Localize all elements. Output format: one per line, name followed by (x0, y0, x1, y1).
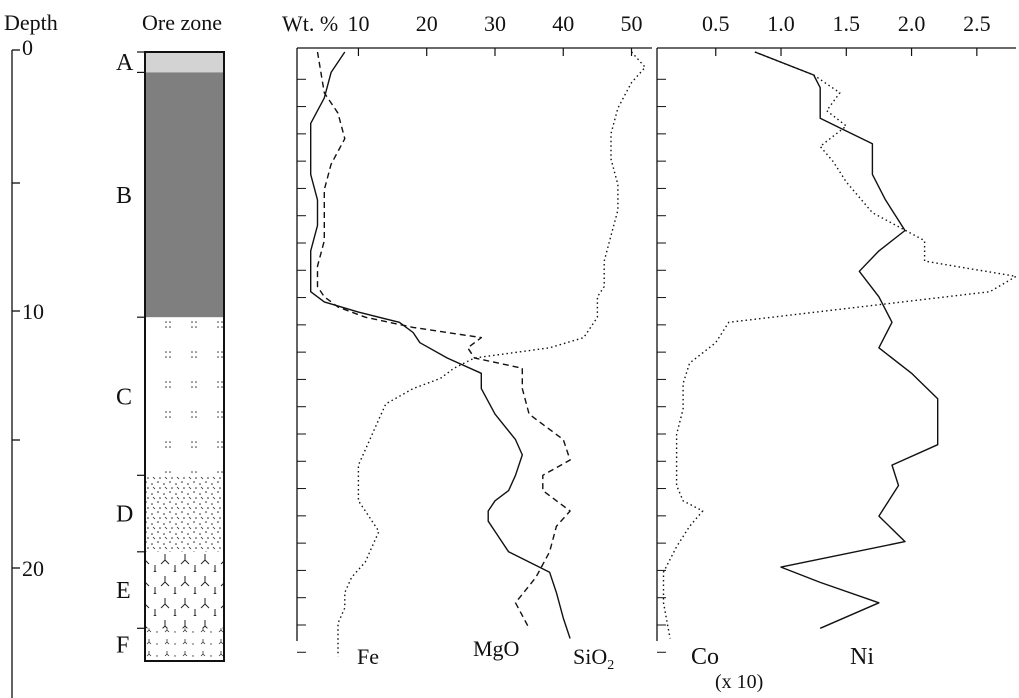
series-line-mgo (316, 51, 571, 629)
zone-e (145, 551, 224, 629)
depth-tick-20: 20 (22, 556, 44, 581)
ore-zone-title: Ore zone (142, 10, 222, 35)
zone-label-a: A (116, 50, 134, 76)
co-ni-x-ticks: 0.5 1.0 1.5 2.0 2.5 (702, 11, 991, 56)
depth-tick-10: 10 (22, 299, 44, 324)
label-co: Co (691, 644, 719, 670)
zone-label-b: B (116, 183, 132, 209)
depth-axis-title: Depth (4, 10, 58, 35)
x-tick-label: 1.0 (767, 11, 795, 36)
x-tick-label: 2.0 (898, 11, 926, 36)
x-tick-label: 10 (347, 11, 369, 36)
series-line-fe (337, 51, 646, 657)
zone-d (145, 475, 224, 552)
label-sio2-main: SiO (573, 644, 607, 669)
wt-percent-x-ticks: 10 20 30 40 50 (347, 11, 643, 56)
ore-zone-column (145, 52, 224, 661)
label-sio2: SiO2 (573, 644, 614, 673)
label-fe: Fe (357, 644, 379, 669)
wt-percent-series (310, 51, 646, 657)
zone-b (145, 72, 224, 318)
x-tick-label: 30 (484, 11, 506, 36)
label-mgo: MgO (473, 636, 519, 661)
wt-percent-y-ticks (297, 78, 306, 653)
zone-f (145, 628, 224, 661)
x-tick-label: 0.5 (702, 11, 730, 36)
label-ni: Ni (850, 644, 874, 670)
series-line-ni (754, 51, 939, 629)
co-ni-panel: 0.5 1.0 1.5 2.0 2.5 (656, 11, 1017, 653)
wt-percent-axis-label: Wt. % (282, 11, 338, 36)
ore-zone-frame (144, 51, 225, 662)
zone-label-e: E (116, 578, 131, 604)
series-line-sio2 (310, 51, 571, 639)
x-tick-label: 20 (416, 11, 438, 36)
x-tick-label: 1.5 (833, 11, 861, 36)
depth-axis-ticks (12, 49, 20, 569)
wt-percent-panel: Wt. % 10 20 30 40 50 (282, 11, 652, 657)
x-tick-label: 50 (621, 11, 643, 36)
x-tick-label: 2.5 (963, 11, 991, 36)
zone-label-d: D (116, 502, 133, 528)
zone-label-f: F (116, 633, 129, 659)
co-ni-series (662, 51, 1017, 639)
depth-tick-0: 0 (22, 35, 33, 60)
series-line-co (662, 51, 1017, 639)
x-tick-label: 40 (552, 11, 574, 36)
zone-a (145, 52, 224, 73)
label-co-note: (x 10) (715, 671, 763, 693)
ore-zone-labels: A B C D E F (116, 50, 145, 659)
label-sio2-sub: 2 (607, 658, 614, 673)
co-ni-y-ticks (657, 78, 666, 653)
zone-label-c: C (116, 384, 132, 410)
zone-c (145, 317, 224, 476)
